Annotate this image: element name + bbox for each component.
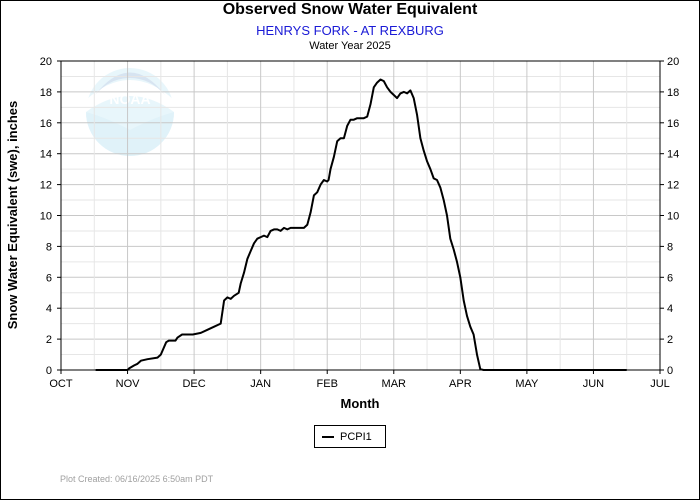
y-tick-label-right: 4 — [667, 303, 673, 315]
water-year: Water Year 2025 — [309, 40, 391, 52]
x-tick-label: NOV — [116, 378, 141, 390]
y-tick-label-right: 16 — [667, 118, 679, 130]
y-tick-label: 4 — [46, 303, 52, 315]
y-tick-label-right: 20 — [667, 56, 679, 68]
x-tick-label: MAY — [515, 378, 539, 390]
legend-line-swatch — [322, 435, 334, 438]
grid — [60, 60, 661, 371]
y-tick-label-right: 12 — [667, 180, 679, 192]
y-tick-label: 6 — [46, 272, 52, 284]
x-tick-label: JUN — [583, 378, 604, 390]
x-tick-label: OCT — [49, 378, 73, 390]
y-tick-label: 10 — [40, 211, 52, 223]
chart-title: Observed Snow Water Equivalent — [222, 1, 478, 18]
y-tick-label: 0 — [46, 365, 52, 377]
x-tick-label: DEC — [182, 378, 205, 390]
y-tick-label-right: 6 — [667, 272, 673, 284]
y-axis-label: Snow Water Equivalent (swe), inches — [5, 101, 20, 330]
y-tick-label: 16 — [40, 118, 52, 130]
series-line-pcpi1 — [95, 78, 627, 371]
x-axis-label: Month — [341, 396, 380, 411]
plot-created-footer: Plot Created: 06/16/2025 6:50am PDT — [60, 474, 214, 484]
y-tick-label-right: 14 — [667, 149, 679, 161]
y-tick-label-right: 18 — [667, 87, 679, 99]
x-tick-label: MAR — [382, 378, 407, 390]
y-tick-label-right: 10 — [667, 211, 679, 223]
y-tick-label: 8 — [46, 241, 52, 253]
y-tick-label: 20 — [40, 56, 52, 68]
x-tick-label: APR — [449, 378, 472, 390]
y-tick-label-right: 2 — [667, 334, 673, 346]
x-tick-label: JUL — [650, 378, 670, 390]
x-tick-label: FEB — [317, 378, 338, 390]
y-tick-label: 12 — [40, 180, 52, 192]
y-tick-label-right: 8 — [667, 241, 673, 253]
x-tick-label: JAN — [250, 378, 271, 390]
y-tick-label-right: 0 — [667, 365, 673, 377]
station-name: HENRYS FORK - AT REXBURG — [256, 23, 444, 38]
y-axis-left: 0 2 4 6 8 10 12 14 16 18 20 — [40, 56, 61, 377]
noaa-logo-text: NOAA — [109, 91, 150, 107]
legend: PCPI1 — [314, 425, 386, 448]
y-tick-label: 2 — [46, 334, 52, 346]
y-tick-label: 14 — [40, 149, 52, 161]
legend-label-pcpi1: PCPI1 — [340, 430, 372, 443]
y-tick-label: 18 — [40, 87, 52, 99]
y-axis-right: 0 2 4 6 8 10 12 14 16 18 20 — [660, 56, 679, 377]
x-axis: OCT NOV DEC JAN FEB MAR APR MAY JUN JUL — [49, 370, 670, 390]
